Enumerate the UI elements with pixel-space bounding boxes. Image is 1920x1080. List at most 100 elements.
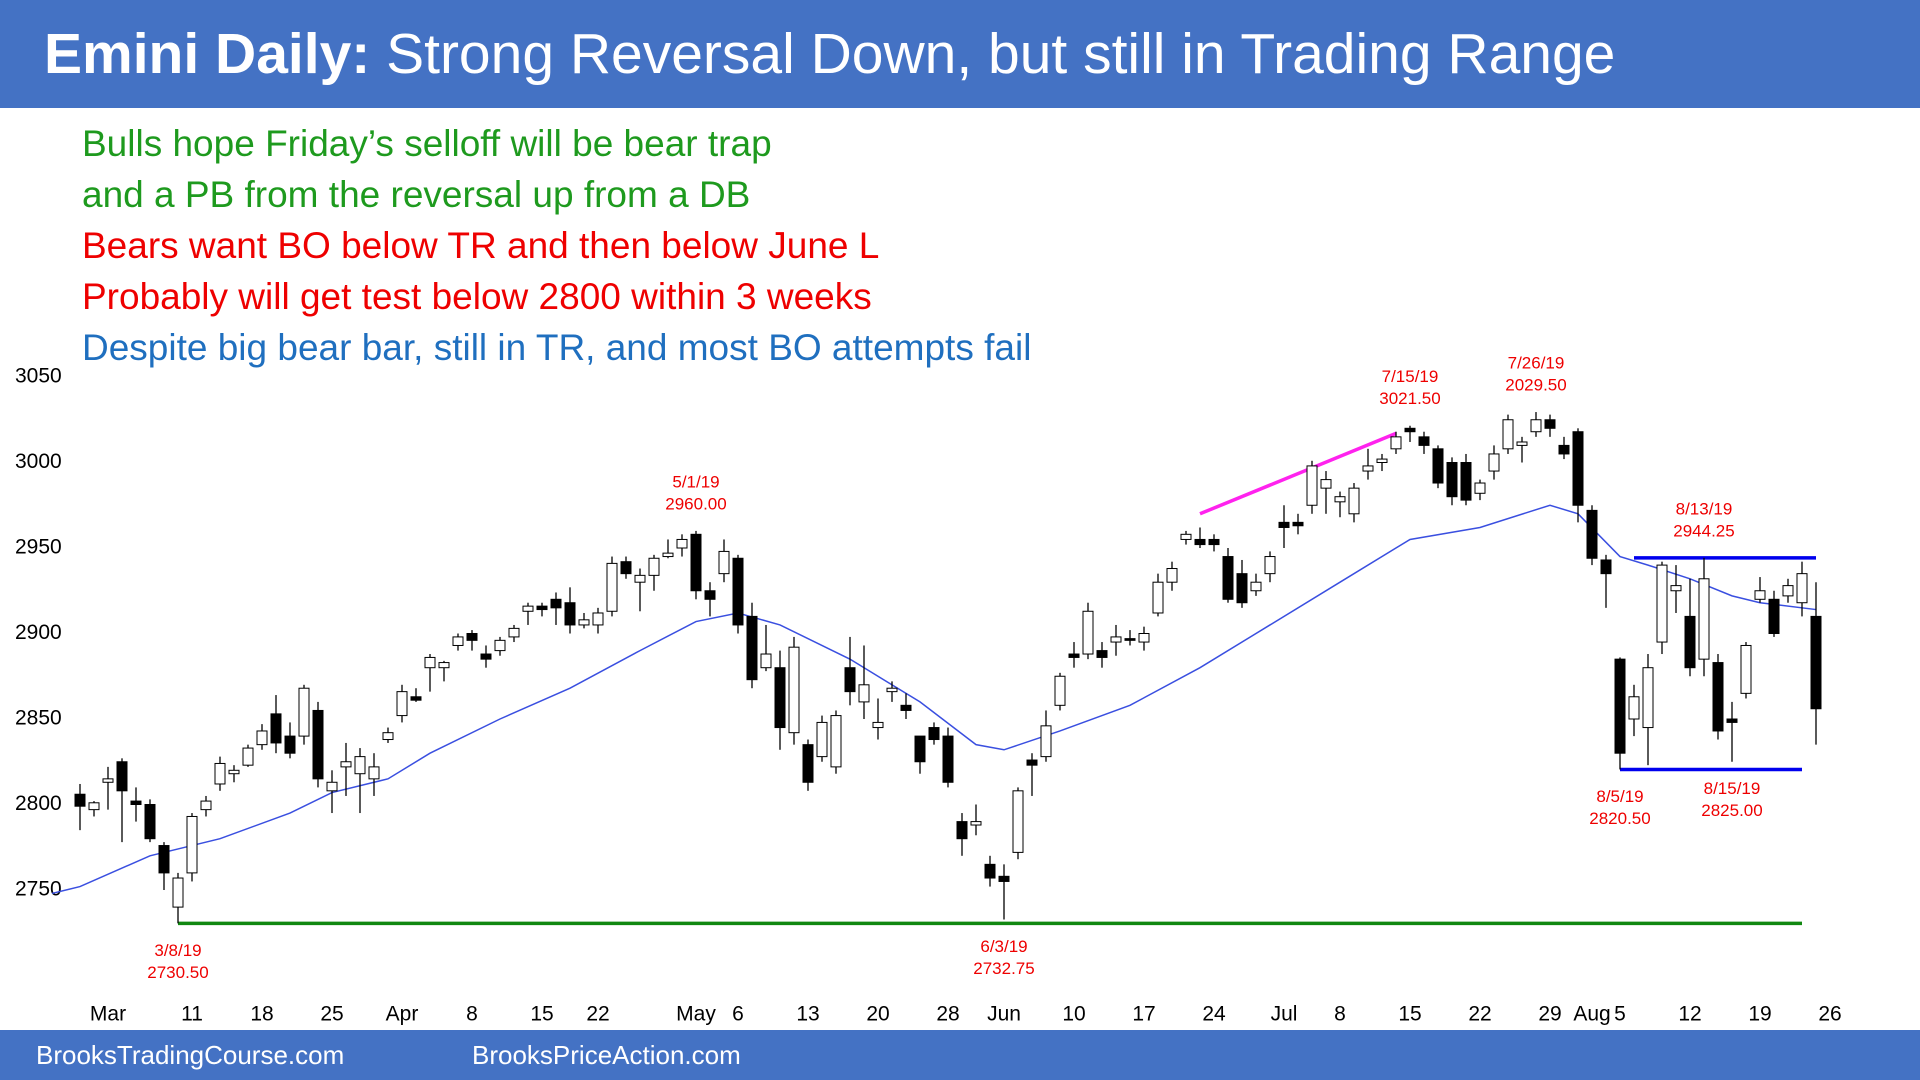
candle-body xyxy=(858,684,870,703)
note: Probably will get test below 2800 within… xyxy=(82,276,872,317)
candle-body xyxy=(1222,556,1234,600)
candle-body xyxy=(1474,482,1486,494)
candle-body xyxy=(130,800,142,806)
candle-body xyxy=(1082,610,1094,655)
candle-body xyxy=(242,747,254,766)
candle-body xyxy=(942,735,954,783)
x-tick-label: Mar xyxy=(90,1003,126,1026)
candle-body xyxy=(732,557,744,626)
candle-body xyxy=(1628,696,1640,720)
candle-body xyxy=(284,735,296,754)
candle-body xyxy=(620,561,632,575)
x-tick-label: 5 xyxy=(1614,1003,1626,1026)
candle-body xyxy=(1068,653,1080,658)
candle-body xyxy=(1320,479,1332,489)
candle-body xyxy=(634,574,646,583)
candle-body xyxy=(676,538,688,549)
candle-body xyxy=(1460,462,1472,501)
candle-body xyxy=(816,721,828,758)
candle-body xyxy=(914,735,926,763)
annotation-value: 2732.75 xyxy=(973,959,1034,978)
candle-body xyxy=(1110,636,1122,643)
candle-body xyxy=(662,552,674,558)
annotation-date: 8/15/19 xyxy=(1704,779,1761,798)
candle-body xyxy=(1754,590,1766,600)
footer-link: BrooksPriceAction.com xyxy=(472,1040,741,1070)
candle-body xyxy=(1054,675,1066,706)
candle-body xyxy=(1348,487,1360,515)
candle-body xyxy=(1376,458,1388,463)
candle-body xyxy=(1208,538,1220,546)
x-tick-label: 15 xyxy=(530,1003,553,1026)
candle-body xyxy=(494,639,506,652)
x-tick-label: Jun xyxy=(987,1003,1021,1026)
annotation-date: 8/13/19 xyxy=(1676,499,1733,518)
annotation-value: 2820.50 xyxy=(1589,809,1650,828)
candle-body xyxy=(396,691,408,717)
candle-body xyxy=(228,769,240,775)
candle-body xyxy=(1390,436,1402,450)
candle-body xyxy=(1684,615,1696,669)
candle-body xyxy=(550,598,562,609)
annotation-date: 5/1/19 xyxy=(672,472,719,491)
candle-body xyxy=(410,696,422,701)
note: Bears want BO below TR and then below Ju… xyxy=(82,225,880,266)
x-tick-label: 13 xyxy=(796,1003,819,1026)
candle-body xyxy=(382,732,394,741)
candle-body xyxy=(102,778,114,783)
candle-body xyxy=(466,633,478,641)
candle-body xyxy=(578,619,590,626)
candle-body xyxy=(718,550,730,575)
moving-average xyxy=(51,504,1817,895)
candle-body xyxy=(1488,453,1500,472)
header: Emini Daily: Strong Reversal Down, but s… xyxy=(0,0,1920,108)
x-tick-label: 8 xyxy=(1334,1003,1346,1026)
candle-body xyxy=(354,756,366,775)
candle-body xyxy=(1432,448,1444,484)
annotation-value: 2960.00 xyxy=(665,494,726,513)
candle-body xyxy=(1096,650,1108,658)
candle-body xyxy=(270,713,282,744)
annotation-value: 2029.50 xyxy=(1505,376,1566,395)
candle-body xyxy=(438,662,450,669)
candle-body xyxy=(1544,419,1556,429)
candle-body xyxy=(984,863,996,879)
candle-body xyxy=(1796,573,1808,604)
x-tick-label: 6 xyxy=(732,1003,744,1026)
candle-body xyxy=(774,667,786,729)
x-tick-label: 17 xyxy=(1132,1003,1155,1026)
candle-body xyxy=(452,636,464,646)
title: Strong Reversal Down, but still in Tradi… xyxy=(386,22,1616,86)
x-tick-label: 18 xyxy=(250,1003,273,1026)
candle-body xyxy=(648,557,660,576)
candle-body xyxy=(256,730,268,746)
candle-body xyxy=(298,687,310,737)
candle-body xyxy=(74,793,86,807)
candle-body xyxy=(144,804,156,840)
x-tick-label: 29 xyxy=(1538,1003,1561,1026)
footer-link: BrooksTradingCourse.com xyxy=(36,1040,345,1070)
x-tick-label: Jul xyxy=(1271,1003,1298,1026)
candle-body xyxy=(536,605,548,611)
notes: Bulls hope Friday’s selloff will be bear… xyxy=(82,118,1031,373)
candle-body xyxy=(690,533,702,592)
x-tick-label: 24 xyxy=(1202,1003,1226,1026)
reference-line xyxy=(1199,431,1397,516)
annotation-value: 2825.00 xyxy=(1701,801,1762,820)
candle-body xyxy=(830,715,842,768)
candle-body xyxy=(1236,573,1248,604)
candle-body xyxy=(802,744,814,783)
candle-body xyxy=(1726,718,1738,723)
note: and a PB from the reversal up from a DB xyxy=(82,174,751,215)
annotation-date: 7/15/19 xyxy=(1382,367,1439,386)
candle-body xyxy=(1586,509,1598,559)
candle-body xyxy=(1740,644,1752,694)
candle-body xyxy=(1418,436,1430,446)
y-tick-label: 2800 xyxy=(15,792,62,815)
candle-body xyxy=(508,627,520,638)
candle-body xyxy=(522,605,534,612)
annotation-date: 3/8/19 xyxy=(154,941,201,960)
y-tick-label: 2900 xyxy=(15,621,62,644)
note: Bulls hope Friday’s selloff will be bear… xyxy=(82,123,772,164)
